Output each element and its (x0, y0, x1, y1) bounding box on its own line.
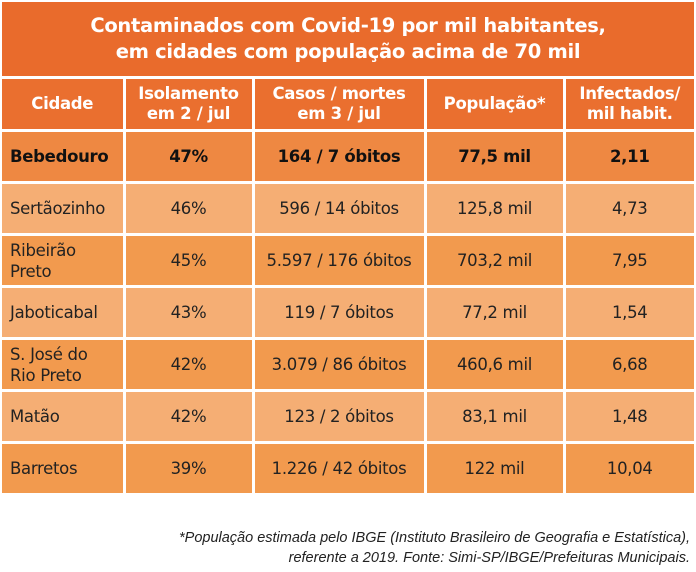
table-row: Matão 42% 123 / 2 óbitos 83,1 mil 1,48 (2, 389, 694, 444)
cell-infectados: 1,48 (562, 389, 694, 444)
cell-populacao: 125,8 mil (423, 181, 566, 236)
cell-isolamento: 46% (122, 181, 255, 236)
city-line: Jaboticabal (10, 303, 98, 322)
cell-isolamento: 47% (122, 129, 255, 184)
column-header-line: em 2 / jul (146, 104, 231, 123)
cell-populacao: 83,1 mil (423, 389, 566, 444)
column-header-line: Isolamento (138, 84, 239, 103)
cell-populacao: 703,2 mil (423, 233, 566, 288)
city-line: Matão (10, 407, 60, 426)
title-line: Contaminados com Covid-19 por mil habita… (90, 14, 606, 37)
cell-cidade: Sertãozinho (2, 181, 126, 236)
footnote: *População estimada pelo IBGE (Instituto… (179, 528, 690, 568)
footnote-line: *População estimada pelo IBGE (Instituto… (179, 530, 690, 546)
cell-cidade: Matão (2, 389, 126, 444)
cell-casos: 3.079 / 86 óbitos (251, 337, 427, 392)
cell-cidade: S. José do Rio Preto (2, 337, 126, 392)
cell-casos: 119 / 7 óbitos (251, 285, 427, 340)
column-header-line: População* (443, 94, 546, 113)
city-line: Ribeirão (10, 240, 76, 260)
cell-infectados: 4,73 (562, 181, 694, 236)
cell-infectados: 6,68 (562, 337, 694, 392)
table-row: Ribeirão Preto 45% 5.597 / 176 óbitos 703,2 … (2, 233, 694, 288)
cell-infectados: 1,54 (562, 285, 694, 340)
table-row: Jaboticabal 43% 119 / 7 óbitos 77,2 mil 1,54 (2, 285, 694, 340)
cell-cidade: Ribeirão Preto (2, 233, 126, 288)
cell-casos: 1.226 / 42 óbitos (251, 441, 427, 496)
cell-isolamento: 42% (122, 389, 255, 444)
city-line: S. José do (10, 344, 88, 364)
covid-table: Cidade Isolamento em 2 / jul Casos / mortes… (2, 79, 694, 496)
city-line: Bebedouro (10, 147, 109, 166)
cell-populacao: 77,2 mil (423, 285, 566, 340)
column-header: Isolamento em 2 / jul (122, 79, 255, 132)
cell-populacao: 122 mil (423, 441, 566, 496)
column-header-line: Cidade (31, 94, 94, 113)
column-header: Infectados/mil habit. (562, 79, 694, 132)
cell-isolamento: 42% (122, 337, 255, 392)
column-header-line: Casos / mortes (272, 84, 406, 103)
cell-casos: 123 / 2 óbitos (251, 389, 427, 444)
table-row: S. José do Rio Preto 42% 3.079 / 86 óbitos 4… (2, 337, 694, 392)
column-header-line: em 3 / jul (297, 104, 381, 123)
table-row: Sertãozinho 46% 596 / 14 óbitos 125,8 mil 4,… (2, 181, 694, 236)
title-line: em cidades com população acima de 70 mil (115, 40, 581, 63)
cell-infectados: 2,11 (562, 129, 694, 184)
cell-isolamento: 43% (122, 285, 255, 340)
header-row: Cidade Isolamento em 2 / jul Casos / mortes… (2, 79, 694, 132)
city-line: Rio Preto (10, 365, 82, 385)
cell-cidade: Jaboticabal (2, 285, 126, 340)
cell-populacao: 460,6 mil (423, 337, 566, 392)
table-row: Barretos 39% 1.226 / 42 óbitos 122 mil 10,04 (2, 441, 694, 496)
table-row: Bebedouro 47% 164 / 7 óbitos 77,5 mil 2,11 (2, 129, 694, 184)
cell-populacao: 77,5 mil (423, 129, 566, 184)
cell-cidade: Barretos (2, 441, 126, 496)
cell-casos: 164 / 7 óbitos (251, 129, 427, 184)
cell-infectados: 7,95 (562, 233, 694, 288)
column-header-line: mil habit. (586, 104, 673, 123)
city-line: Preto (10, 261, 52, 281)
column-header: Casos / mortes em 3 / jul (251, 79, 427, 132)
cell-infectados: 10,04 (562, 441, 694, 496)
cell-casos: 5.597 / 176 óbitos (251, 233, 427, 288)
city-line: Sertãozinho (10, 199, 106, 218)
table-title: Contaminados com Covid-19 por mil habita… (2, 2, 694, 76)
cell-casos: 596 / 14 óbitos (251, 181, 427, 236)
cell-cidade: Bebedouro (2, 129, 126, 184)
cell-isolamento: 45% (122, 233, 255, 288)
column-header: População* (423, 79, 566, 132)
city-line: Barretos (10, 459, 78, 478)
column-header-line: Infectados/ (579, 84, 681, 103)
cell-isolamento: 39% (122, 441, 255, 496)
column-header: Cidade (2, 79, 126, 132)
footnote-line: referente a 2019. Fonte: Simi-SP/IBGE/Pr… (288, 550, 690, 566)
